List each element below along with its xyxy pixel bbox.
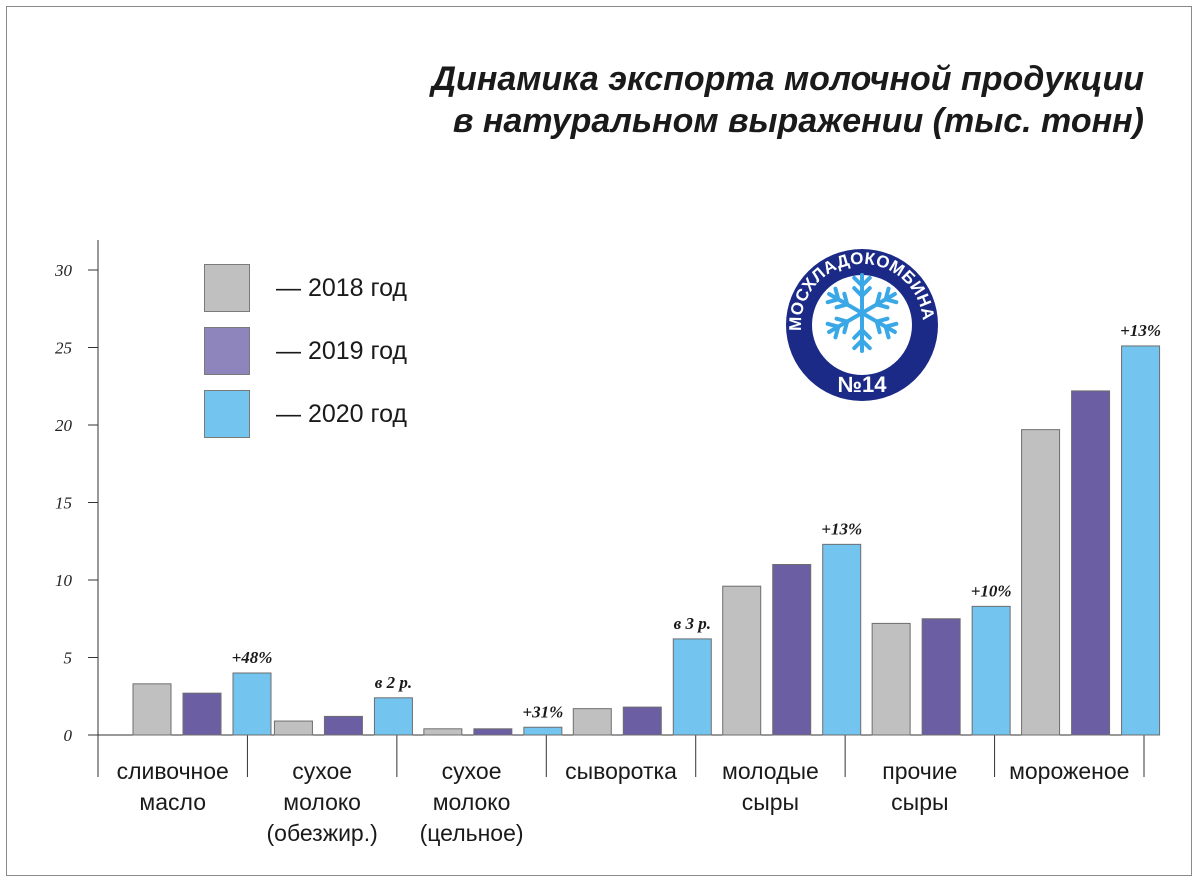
growth-annotation: +13% [821,519,862,538]
y-tick-label: 20 [55,416,73,435]
bar-2019-2 [473,728,513,736]
category-label: сливочное [117,758,229,784]
legend-label-2020: — 2020 год [276,399,408,428]
y-tick-label: 15 [55,494,72,513]
y-tick-label: 0 [64,726,73,745]
y-tick-label: 5 [64,649,73,668]
category-label: сыры [742,789,799,815]
bar-2019-5 [921,618,961,736]
chart-title-line-1: Динамика экспорта молочной продукции [431,60,1145,98]
category-label: молоко [433,789,511,815]
bar-2019-6 [1071,390,1111,736]
bar-2020-5 [971,605,1011,736]
category-label: масло [139,789,206,815]
y-tick-label: 25 [55,339,72,358]
growth-annotation: в 3 р. [674,614,711,633]
bar-2020-1 [373,697,413,736]
y-tick-label: 30 [54,261,73,280]
bar-2018-2 [423,728,463,736]
category-label: прочие [882,758,957,784]
category-label: мороженое [1009,758,1129,784]
bar-2019-1 [323,715,363,736]
category-label: сыворотка [565,758,677,784]
category-label: молоко [283,789,361,815]
bar-2018-4 [722,585,762,736]
legend-swatch-2018 [204,264,250,312]
chart-title: Динамика экспорта молочной продукции в н… [432,58,1145,142]
growth-annotation: +31% [522,702,563,721]
company-logo: МОСХЛАДОКОМБИНАТ №14 [782,245,941,404]
category-label: сыры [891,789,948,815]
category-label: сухое [292,758,352,784]
legend-label-2019: — 2019 год [276,336,408,365]
legend-swatch-2019 [204,327,250,375]
bar-2019-0 [182,692,222,736]
bar-2018-1 [273,720,313,736]
bar-2019-4 [772,564,812,736]
bar-2020-2 [523,726,563,736]
growth-annotation: +10% [971,581,1012,600]
bar-2018-3 [572,708,612,736]
category-label: (обезжир.) [267,820,378,846]
logo-number: №14 [838,372,888,397]
legend-item-2020: — 2020 год [204,390,407,438]
chart-title-line-2: в натуральном выражении (тыс. тонн) [452,102,1144,140]
chart-frame [6,6,1192,876]
legend-item-2018: — 2018 год [204,264,407,312]
category-label: (цельное) [420,820,524,846]
bar-2020-4 [822,543,862,736]
bar-2020-6 [1121,345,1161,736]
bar-2019-3 [622,706,662,736]
legend-swatch-2020 [204,390,250,438]
legend-label-2018: — 2018 год [276,273,408,302]
growth-annotation: +48% [232,648,273,667]
bar-2020-3 [672,638,712,736]
bar-2018-5 [871,622,911,736]
snowflake-icon [825,273,899,353]
category-label: молодые [722,758,819,784]
growth-annotation: +13% [1120,321,1161,340]
category-label: сухое [442,758,502,784]
growth-annotation: в 2 р. [375,673,412,692]
bar-2020-0 [232,672,272,736]
bar-2018-0 [132,683,172,736]
bar-2018-6 [1021,429,1061,736]
y-tick-label: 10 [55,571,73,590]
legend-item-2019: — 2019 год [204,327,407,375]
